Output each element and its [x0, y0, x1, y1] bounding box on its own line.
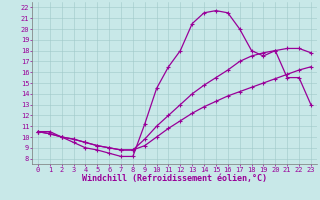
X-axis label: Windchill (Refroidissement éolien,°C): Windchill (Refroidissement éolien,°C) [82, 174, 267, 183]
